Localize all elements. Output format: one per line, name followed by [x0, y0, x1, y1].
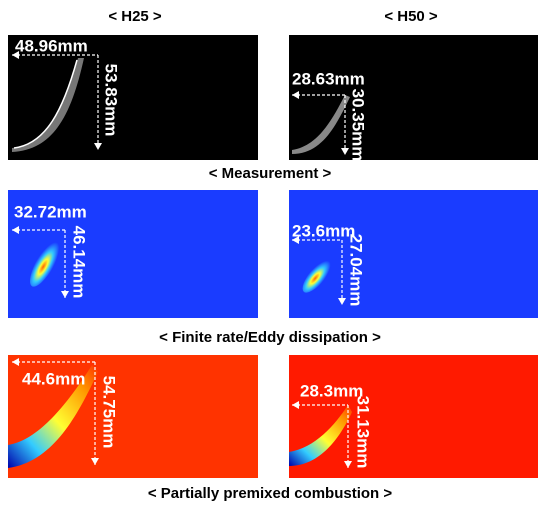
row-caption: < Measurement > [209, 165, 332, 182]
width-label: 28.63mm [292, 69, 365, 88]
width-label: 32.72mm [14, 202, 87, 221]
height-label: 31.13mm [354, 396, 373, 469]
image-panel [289, 190, 538, 318]
figure: < H25 > < H50 > < Measurement > < Finite… [0, 0, 539, 507]
height-label: 27.04mm [347, 234, 366, 307]
width-label: 48.96mm [15, 36, 88, 55]
image-panel [289, 35, 538, 160]
image-panel [289, 355, 538, 478]
height-label: 46.14mm [70, 226, 89, 299]
height-label: 54.75mm [100, 376, 119, 449]
height-label: 53.83mm [102, 64, 121, 137]
height-label: 30.35mm [349, 89, 368, 162]
row-caption: < Partially premixed combustion > [148, 485, 392, 502]
column-header: < H25 > [108, 8, 162, 25]
row-caption: < Finite rate/Eddy dissipation > [159, 329, 381, 346]
width-label: 23.6mm [292, 221, 355, 240]
column-header: < H50 > [384, 8, 438, 25]
width-label: 44.6mm [22, 369, 85, 388]
